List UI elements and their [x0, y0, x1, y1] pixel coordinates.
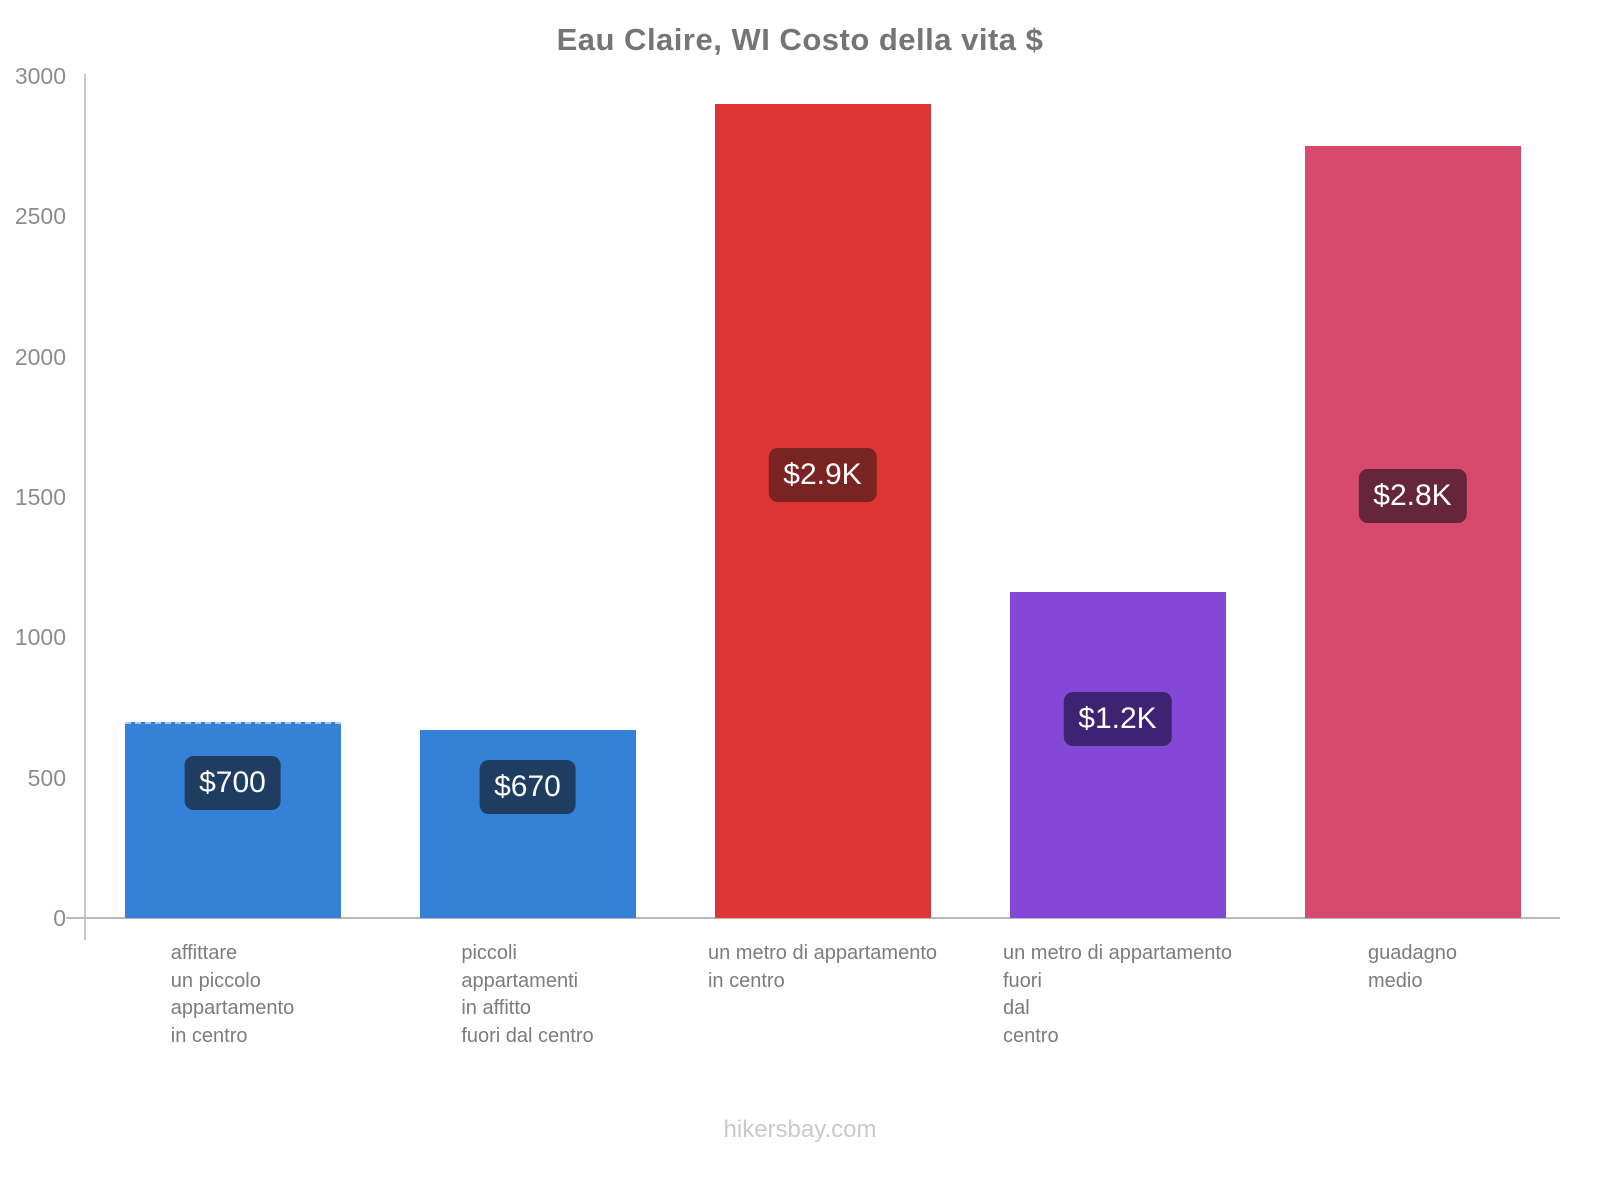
y-axis-tick-label: 500 [27, 764, 66, 791]
value-label-badge: $2.8K [1358, 468, 1467, 523]
category-label-text: guadagno medio [1368, 942, 1457, 992]
bar-1: $700 [124, 721, 341, 918]
category-label-text: piccoli appartamenti in affitto fuori da… [461, 942, 594, 1047]
category-label-2: piccoli appartamenti in affitto fuori da… [380, 940, 675, 1050]
chart-title: Eau Claire, WI Costo della vita $ [556, 22, 1044, 57]
y-axis-tick-label: 1500 [14, 484, 66, 510]
category-label-text: un metro di appartamento in centro [707, 942, 938, 992]
value-label-badge: $2.9K [768, 447, 877, 502]
value-label-badge: $700 [184, 756, 281, 811]
category-label-1: affittare un piccolo appartamento in cen… [85, 940, 380, 1050]
y-axis-tick-label: 0 [53, 905, 66, 931]
y-axis-line [84, 74, 86, 940]
y-axis-tick-label: 2000 [14, 343, 66, 370]
bar-2: $670 [419, 729, 636, 918]
y-axis-tick-label: 3000 [14, 63, 66, 89]
value-label-badge: $670 [479, 760, 576, 815]
category-label-text: un metro di appartamento fuori dal centr… [1002, 942, 1233, 1047]
category-label-4: un metro di appartamento fuori dal centr… [970, 940, 1265, 1050]
site-footer: hikersbay.com [723, 1116, 877, 1143]
category-label-5: guadagno medio [1265, 940, 1560, 995]
category-label-3: un metro di appartamento in centro [675, 940, 970, 995]
bar-4: $1.2K [1009, 592, 1226, 918]
category-label-text: affittare un piccolo appartamento in cen… [170, 942, 295, 1047]
bar-5: $2.8K [1304, 146, 1521, 918]
y-axis-tick-label: 1000 [14, 624, 66, 651]
x-axis-line [66, 917, 1560, 919]
bar-3: $2.9K [714, 104, 931, 918]
y-axis-tick-label: 2500 [14, 203, 66, 230]
value-label-badge: $1.2K [1063, 691, 1172, 746]
